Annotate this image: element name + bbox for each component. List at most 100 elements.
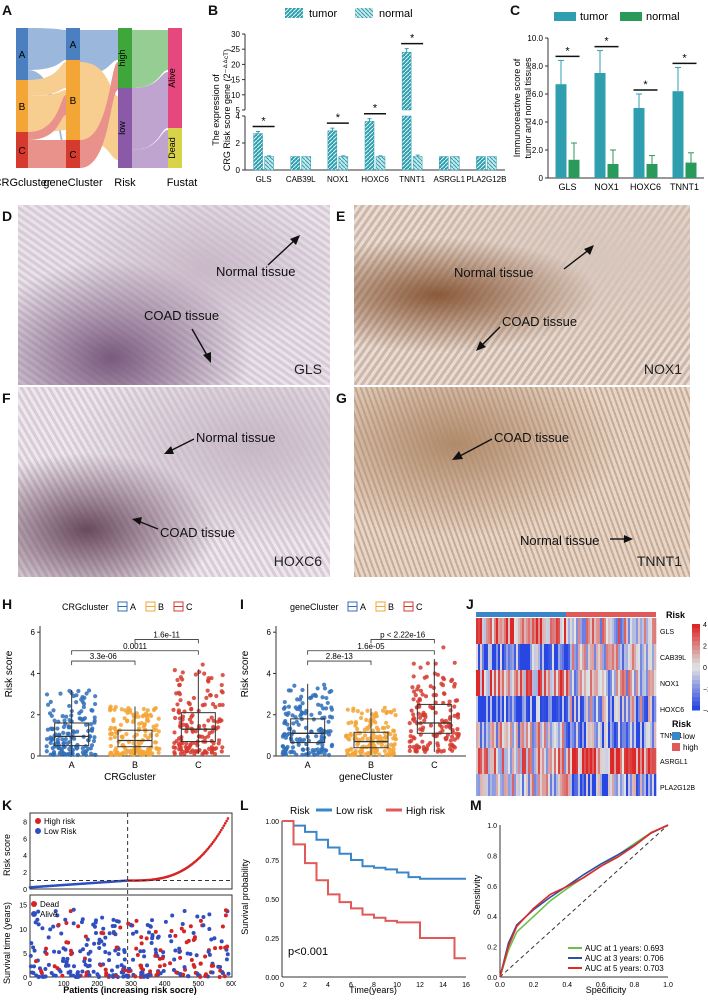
heatmap-cell: [650, 774, 653, 796]
panel-b-ylabel-1: The expression of: [211, 74, 221, 146]
data-point: [136, 744, 142, 749]
roc-diagonal: [499, 824, 669, 978]
survival-point: [213, 946, 218, 951]
heatmap-cell: [564, 644, 567, 670]
heatmap-cell: [614, 774, 617, 796]
panel-label-j: J: [466, 596, 474, 612]
heatmap-cell: [610, 774, 613, 796]
data-point: [408, 729, 414, 734]
data-point: [92, 735, 97, 740]
heatmap-cell: [512, 644, 515, 670]
heatmap-cell: [546, 670, 549, 696]
survival-point: [31, 945, 36, 950]
panel-k-legend-high: High risk: [44, 817, 76, 826]
heatmap-cell: [612, 670, 615, 696]
heatmap-cell: [540, 670, 543, 696]
heatmap-cell: [560, 670, 563, 696]
survival-point: [93, 930, 98, 935]
survival-point: [69, 952, 74, 957]
panel-j-heatmap: Risk GLSCAB39LNOX1HOXC6TNNT1ASRGL1PLA2G1…: [476, 610, 708, 796]
heatmap-cell: [616, 670, 619, 696]
heatmap-cell: [558, 670, 561, 696]
data-point: [109, 752, 114, 757]
data-point: [413, 693, 418, 698]
heatmap-cell: [630, 696, 633, 722]
panel-j-legend-high: high: [683, 743, 698, 752]
survival-point: [169, 939, 174, 944]
heatmap-cell: [604, 774, 607, 796]
survival-point: [101, 931, 106, 936]
heatmap-cell: [564, 722, 567, 748]
data-point: [126, 705, 131, 711]
data-point: [75, 752, 80, 758]
data-point: [319, 703, 324, 708]
heatmap-row-label: TNNT1: [660, 733, 683, 740]
survival-point: [111, 974, 116, 979]
survival-point: [209, 937, 214, 942]
heatmap-cell: [594, 644, 597, 670]
data-point: [422, 718, 427, 723]
heatmap-cell: [624, 748, 627, 774]
heatmap-cell: [616, 722, 619, 748]
heatmap-cell: [564, 748, 567, 774]
heatmap-cell: [598, 644, 601, 670]
heatmap-cell: [482, 748, 485, 774]
panel-k-legend-low: Low Risk: [44, 827, 77, 836]
data-point: [217, 702, 222, 708]
heatmap-cell: [626, 774, 629, 796]
heatmap-cell: [614, 670, 617, 696]
survival-point: [55, 966, 60, 971]
data-point: [371, 718, 376, 724]
heatmap-cell: [608, 722, 611, 748]
survival-point: [141, 949, 146, 954]
heatmap-cell: [480, 618, 483, 644]
ytick-label: 0.25: [265, 936, 279, 943]
panel-b-xtick-label: NOX1: [327, 175, 349, 184]
data-point: [209, 750, 214, 755]
sankey-axis-fustat: Fustat: [167, 177, 198, 189]
survival-point: [53, 909, 58, 914]
data-point: [48, 699, 53, 704]
heatmap-cell: [512, 748, 515, 774]
heatmap-cell: [630, 774, 633, 796]
data-point: [63, 737, 68, 742]
data-point: [371, 736, 376, 741]
heatmap-cell: [622, 618, 625, 644]
heatmap-cell: [538, 644, 541, 670]
heatmap-cell: [654, 696, 657, 722]
data-point: [320, 748, 325, 753]
heatmap-cell: [494, 722, 497, 748]
heatmap-cell: [514, 774, 517, 796]
heatmap-cell: [578, 722, 581, 748]
data-point: [455, 715, 461, 720]
data-point: [92, 715, 97, 720]
data-point: [44, 749, 49, 754]
survival-point: [78, 949, 83, 954]
data-point: [185, 748, 190, 754]
heatmap-cell: [552, 774, 555, 796]
heatmap-cell: [548, 696, 551, 722]
data-point: [48, 737, 54, 742]
panel-b-xtick-label: HOXC6: [361, 175, 389, 184]
panel-c-xtick-label: NOX1: [594, 182, 619, 192]
survival-point: [107, 951, 112, 956]
data-point: [315, 686, 320, 691]
heatmap-cell: [516, 696, 519, 722]
panel-ytick-label: 4: [31, 669, 36, 678]
data-point: [67, 703, 72, 709]
survival-point: [180, 921, 185, 926]
survival-point: [218, 945, 223, 950]
data-point: [175, 702, 180, 707]
survival-point: [167, 933, 172, 938]
heatmap-cell: [486, 618, 489, 644]
colorbar-segment: [692, 688, 700, 694]
panel-label-k: K: [2, 797, 13, 813]
data-point: [327, 689, 332, 695]
survival-point: [122, 948, 127, 953]
survival-point: [119, 963, 124, 968]
box: [353, 731, 389, 749]
survival-point: [135, 953, 140, 958]
heatmap-cell: [580, 670, 583, 696]
panel-b-xtick-label: ASRGL1: [433, 175, 465, 184]
heatmap-cell: [534, 722, 537, 748]
